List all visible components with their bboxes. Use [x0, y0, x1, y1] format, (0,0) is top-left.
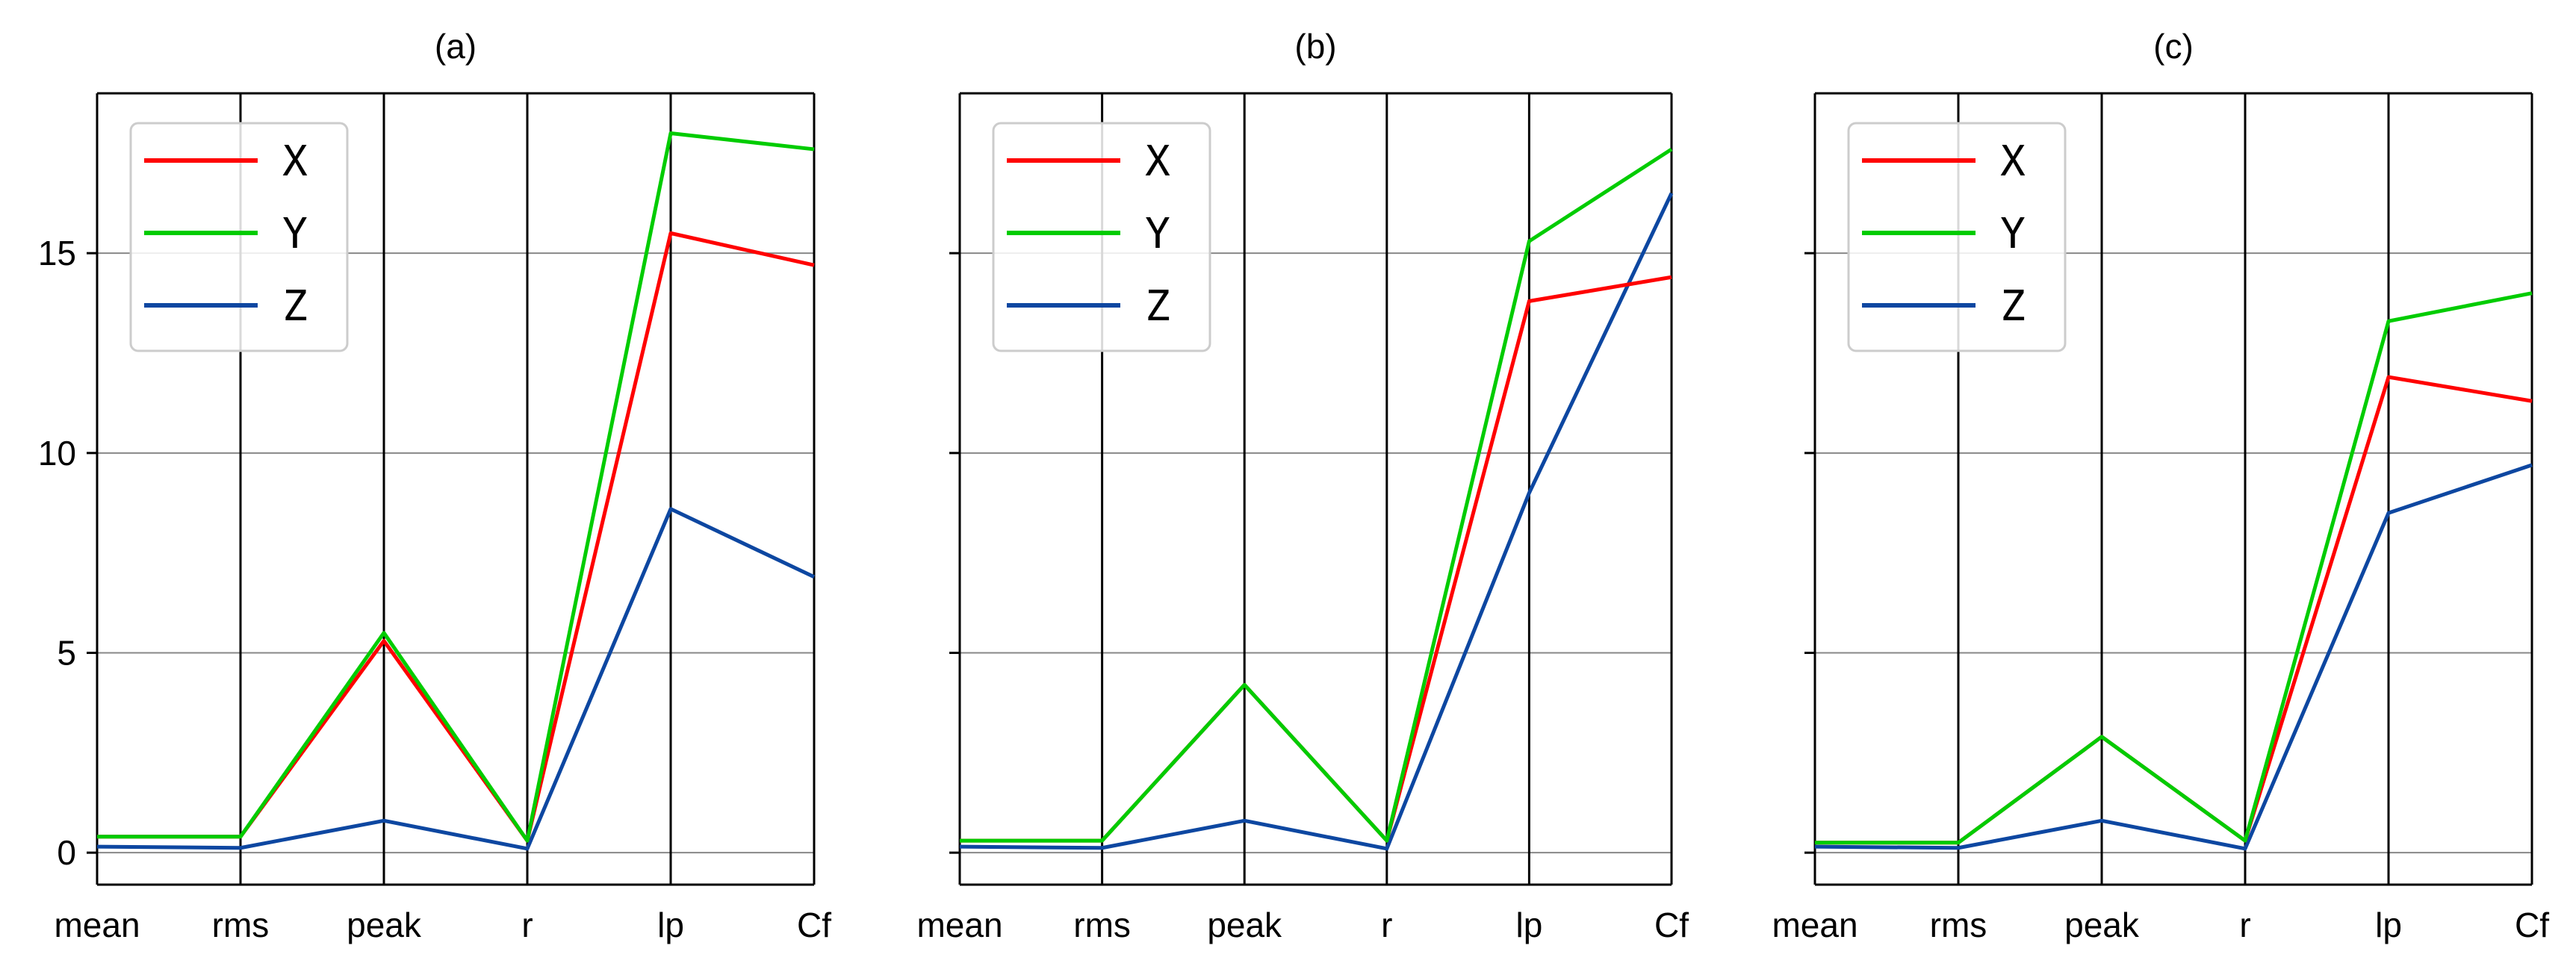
legend-label-Z: Z: [282, 282, 308, 331]
series-line-Y: [960, 147, 1673, 843]
chart-panel-2: mean rms peak r lp Cf (b) XYZ: [916, 27, 1689, 944]
x-tick-label: mean: [1772, 906, 1857, 944]
x-tick-label: r: [521, 906, 533, 944]
panel-title: (a): [435, 27, 477, 66]
y-tick-label: 5: [57, 633, 76, 672]
series-line-Z: [1814, 463, 2533, 851]
y-tick-label: 15: [38, 234, 76, 272]
legend-label-Y: Y: [1145, 210, 1170, 258]
series-line-Z: [96, 507, 816, 851]
legend-label-X: X: [2000, 137, 2026, 186]
legend-box: [129, 122, 349, 352]
x-tick-label: lp: [2375, 906, 2402, 944]
series-line-Z: [959, 192, 1674, 851]
series-line-Y: [1815, 291, 2533, 845]
x-tick-label: peak: [1207, 906, 1282, 944]
series-line-X: [1815, 375, 2533, 845]
x-tick-label: peak: [2064, 906, 2140, 944]
x-tick-label: r: [1381, 906, 1392, 944]
panel-title: (b): [1294, 27, 1336, 66]
legend-label-X: X: [1145, 137, 1170, 186]
x-tick-label: r: [2239, 906, 2250, 944]
y-tick-label: 10: [38, 434, 76, 473]
x-tick-label: rms: [1930, 906, 1987, 944]
x-tick-label: mean: [54, 906, 140, 944]
panel-title: (c): [2153, 27, 2194, 66]
legend-label-X: X: [282, 137, 308, 186]
chart-panel-1: 0 5 10 15 mean rms peak r lp Cf (a) XYZ: [38, 27, 831, 944]
x-tick-label: lp: [1515, 906, 1542, 944]
legend-box: [1847, 122, 2067, 352]
chart-panel-3: mean rms peak r lp Cf (c) XYZ: [1772, 27, 2549, 944]
legend-label-Z: Z: [1145, 282, 1170, 331]
x-tick-label: lp: [657, 906, 684, 944]
legend-label-Y: Y: [2000, 210, 2026, 258]
y-tick-label: 0: [57, 833, 76, 872]
x-tick-label: rms: [1073, 906, 1131, 944]
x-tick-label: Cf: [797, 906, 831, 944]
x-tick-label: Cf: [1654, 906, 1689, 944]
legend-box: [992, 122, 1211, 352]
series-line-X: [960, 275, 1672, 843]
series-line-Y: [97, 131, 815, 843]
legend-label-Y: Y: [282, 210, 308, 258]
x-tick-label: peak: [347, 906, 422, 944]
x-tick-label: Cf: [2515, 906, 2549, 944]
x-tick-label: mean: [916, 906, 1002, 944]
legend-label-Z: Z: [2000, 282, 2026, 331]
x-tick-label: rms: [212, 906, 270, 944]
